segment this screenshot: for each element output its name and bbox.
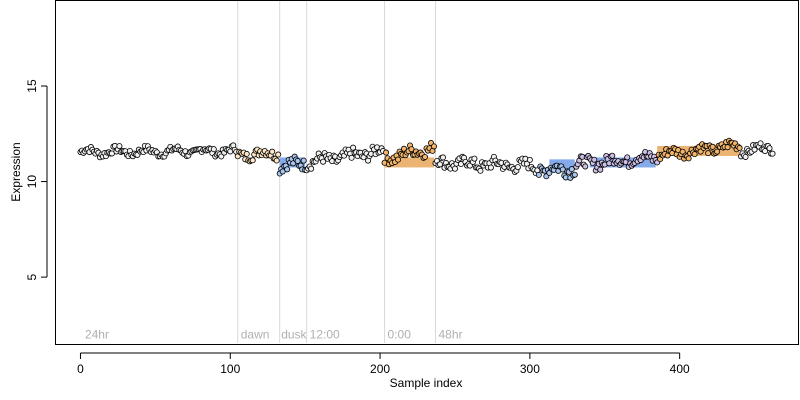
period-label: dawn [241, 327, 270, 341]
data-point [273, 157, 280, 164]
data-point [210, 146, 217, 153]
y-axis-label: Expression [9, 142, 23, 201]
x-axis: 0 100 200 300 400 [77, 352, 690, 376]
data-point [709, 143, 716, 150]
period-label: 12:00 [310, 327, 340, 341]
data-point [597, 166, 604, 173]
data-point [243, 150, 250, 157]
period-label: dusk [281, 327, 307, 341]
data-point [535, 171, 542, 178]
period-label: 48hr [438, 327, 462, 341]
data-point [430, 143, 437, 150]
data-point [249, 157, 256, 164]
data-point [320, 158, 327, 165]
period-label: 0:00 [388, 327, 412, 341]
data-point [218, 153, 225, 160]
data-point [348, 154, 355, 161]
data-points [77, 137, 776, 181]
data-point [395, 156, 402, 163]
data-point [451, 165, 458, 172]
data-point [714, 148, 721, 155]
x-tick-label: 100 [220, 362, 240, 376]
period-labels: 24hr dawn dusk 12:00 0:00 48hr [85, 327, 463, 341]
data-point [116, 143, 123, 150]
data-point [471, 155, 478, 162]
plot-frame [55, 0, 799, 345]
data-point [300, 157, 307, 164]
x-axis-label: Sample index [390, 376, 463, 390]
data-point [591, 156, 598, 163]
period-separators [237, 1, 436, 343]
data-point [526, 156, 533, 163]
x-tick-label: 0 [77, 362, 84, 376]
data-point [383, 149, 390, 156]
data-point [275, 151, 282, 158]
summary-band [384, 157, 434, 168]
data-point [290, 160, 297, 167]
data-point [487, 164, 494, 171]
y-tick-label: 5 [25, 273, 39, 280]
data-point [477, 167, 484, 174]
y-tick-label: 15 [25, 79, 39, 93]
data-point [724, 144, 731, 151]
y-axis: 5 10 15 [25, 79, 48, 280]
data-point [439, 154, 446, 161]
data-point [769, 150, 776, 157]
data-point [568, 166, 575, 173]
data-point [685, 155, 692, 162]
data-point [766, 145, 773, 152]
data-point [624, 154, 631, 161]
data-point [308, 165, 315, 172]
data-point [757, 140, 764, 147]
data-point [436, 161, 443, 168]
data-point [284, 166, 291, 173]
data-point [691, 151, 698, 158]
data-point [422, 153, 429, 160]
x-tick-label: 300 [520, 362, 540, 376]
data-point [350, 144, 357, 151]
data-point [571, 171, 578, 178]
data-point [269, 148, 276, 155]
period-label: 24hr [85, 327, 109, 341]
data-point [582, 163, 589, 170]
data-point [705, 150, 712, 157]
data-point [736, 144, 743, 151]
y-tick-label: 10 [25, 175, 39, 189]
data-point [609, 152, 616, 159]
x-tick-label: 200 [370, 362, 390, 376]
x-tick-label: 400 [670, 362, 690, 376]
data-point [514, 164, 521, 171]
data-point [742, 153, 749, 160]
